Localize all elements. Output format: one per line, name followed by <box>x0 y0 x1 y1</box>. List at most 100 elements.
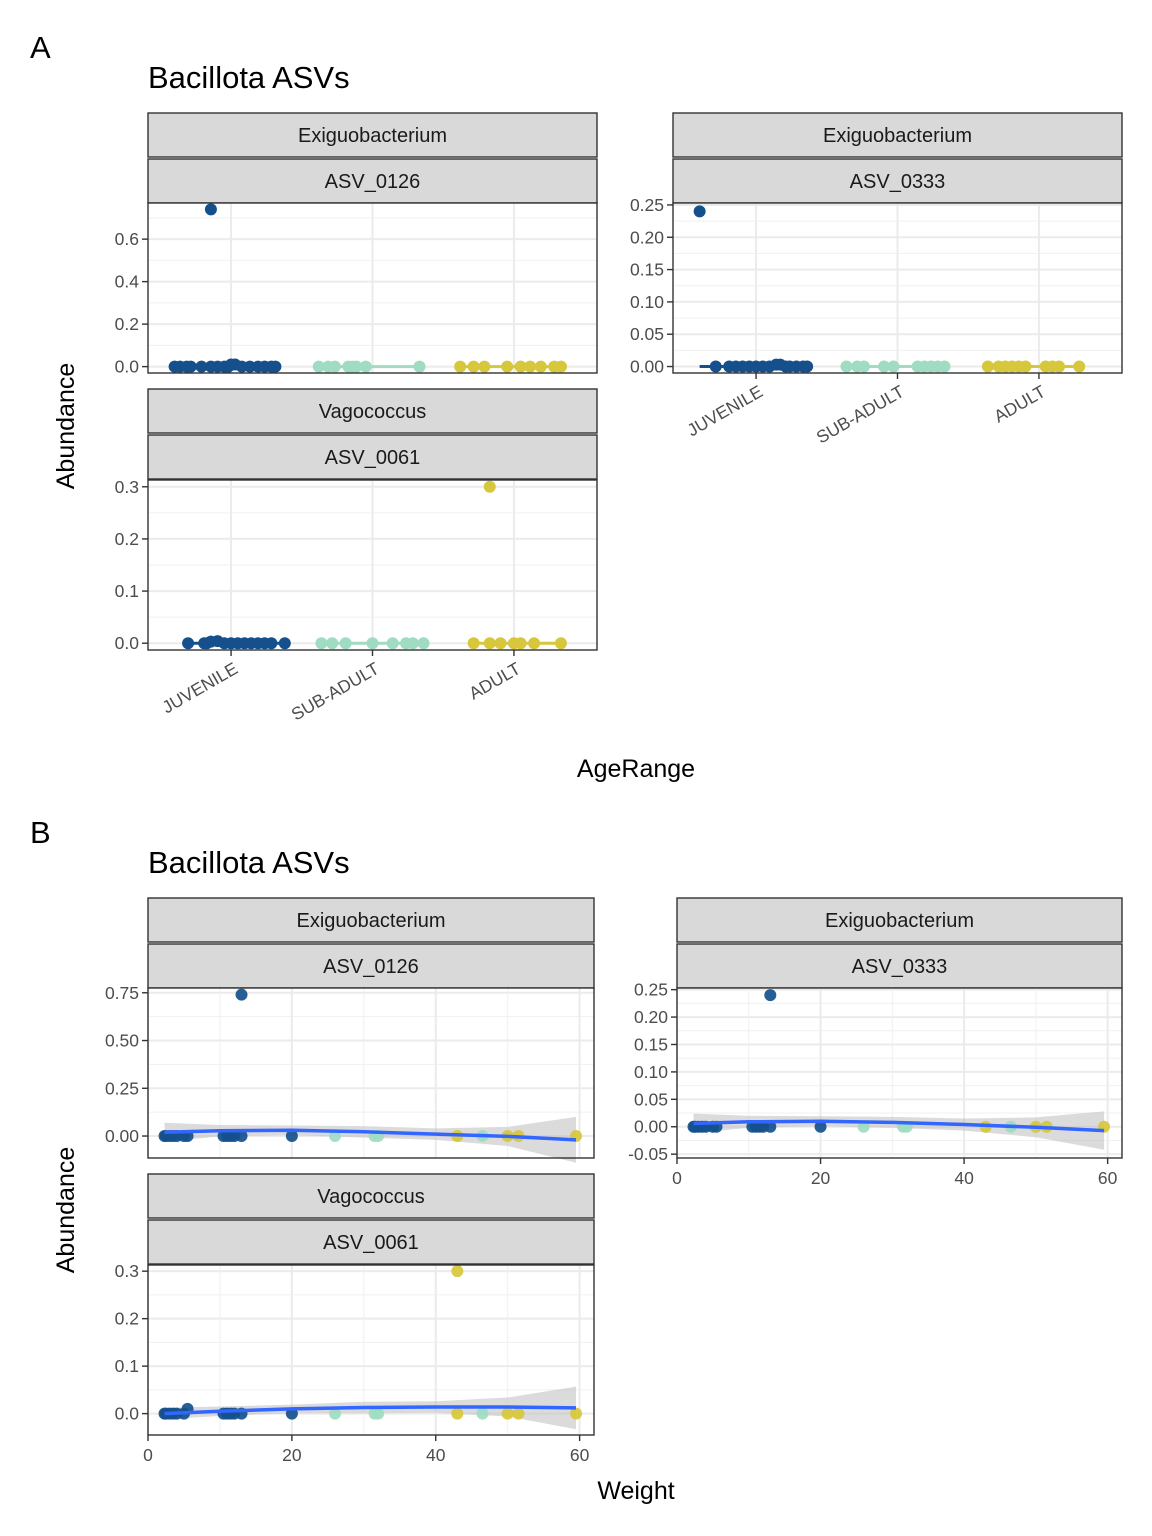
facet-1-2: Vagococcus ASV_0061 0.0 0.1 0.2 0.3 0 20 40 60 <box>115 1173 595 1465</box>
point-juvenile <box>285 1130 298 1143</box>
point-sub-adult <box>339 637 352 650</box>
y-tick-label: 0.15 <box>630 260 664 280</box>
y-tick-label: 0.15 <box>634 1034 668 1054</box>
point-sub-adult <box>840 360 853 373</box>
strip-asv <box>147 943 595 989</box>
y-tick-label: 0.10 <box>634 1062 668 1082</box>
x-tick-label: 40 <box>426 1445 446 1465</box>
x-tick-label: 0 <box>143 1445 153 1465</box>
x-tick-label: SUB-ADULT <box>288 658 383 724</box>
point-sub-adult <box>329 1407 342 1420</box>
point-juvenile <box>265 637 278 650</box>
point-juvenile <box>184 360 197 373</box>
y-tick-label: 0.0 <box>115 1404 140 1424</box>
y-tick-label: 0.25 <box>630 195 664 215</box>
point-juvenile <box>709 360 722 373</box>
point-sub-adult <box>386 637 399 650</box>
point-juvenile <box>204 203 217 216</box>
y-tick-label: 0.2 <box>115 1309 139 1329</box>
point-adult <box>494 637 507 650</box>
point-adult <box>1019 360 1032 373</box>
smooth-line <box>164 1128 577 1142</box>
point-adult <box>451 1265 464 1278</box>
point-adult <box>478 360 491 373</box>
strip-genus <box>147 388 598 434</box>
y-tick-label: 0.0 <box>115 357 140 377</box>
point-adult <box>483 637 496 650</box>
point-adult <box>483 480 496 493</box>
facet-1-0: Exiguobacterium ASV_0126 0.00 0.25 0.50 0.75 <box>105 897 595 1163</box>
point-juvenile <box>235 988 248 1001</box>
strip-asv-label: ASV_0061 <box>323 1232 419 1254</box>
point-adult <box>451 1407 464 1420</box>
point-sub-adult <box>359 360 372 373</box>
point-adult <box>528 637 541 650</box>
strip-asv-label: ASV_0061 <box>325 447 421 469</box>
strip-genus-label: Exiguobacterium <box>825 910 974 932</box>
point-adult <box>467 637 480 650</box>
strip-asv <box>147 1219 595 1265</box>
y-tick-label: 0.4 <box>115 272 140 292</box>
point-sub-adult <box>329 1130 342 1143</box>
point-juvenile <box>269 360 282 373</box>
point-sub-adult <box>857 360 870 373</box>
point-adult <box>570 1407 583 1420</box>
y-tick-label: 0.2 <box>115 529 139 549</box>
strip-asv-label: ASV_0333 <box>852 956 948 978</box>
panel-tag-a: A <box>30 30 51 65</box>
x-tick-label: 40 <box>954 1168 974 1188</box>
confidence-ribbon <box>164 1116 576 1163</box>
point-adult <box>554 637 567 650</box>
point-sub-adult <box>878 360 891 373</box>
strip-genus-label: Vagococcus <box>319 401 426 423</box>
y-tick-label: 0.00 <box>634 1117 668 1137</box>
x-tick-label: ADULT <box>465 658 524 704</box>
x-tick-label: SUB-ADULT <box>813 381 908 447</box>
point-sub-adult <box>315 637 328 650</box>
point-sub-adult <box>366 637 379 650</box>
point-adult <box>514 360 527 373</box>
strip-asv <box>672 158 1123 204</box>
smooth-line <box>693 1119 1105 1133</box>
point-adult <box>514 637 527 650</box>
y-tick-label: 0.00 <box>630 357 664 377</box>
y-axis-title-b: Abundance <box>52 1147 80 1274</box>
y-tick-label: 0.3 <box>115 477 139 497</box>
point-adult <box>512 1407 525 1420</box>
y-tick-label: 0.75 <box>105 983 139 1003</box>
x-tick-label: 20 <box>282 1445 302 1465</box>
facet-0-2: Vagococcus ASV_0061 0.0 0.1 0.2 0.3 JUVENILE SU… <box>115 388 598 724</box>
y-tick-label: 0.2 <box>115 314 139 334</box>
point-juvenile <box>195 360 208 373</box>
y-tick-label: 0.05 <box>634 1089 668 1109</box>
point-sub-adult <box>887 360 900 373</box>
point-adult <box>501 360 514 373</box>
point-sub-adult <box>417 637 430 650</box>
point-juvenile <box>764 1120 777 1133</box>
point-juvenile <box>814 1120 827 1133</box>
point-adult <box>524 360 537 373</box>
point-sub-adult <box>328 360 341 373</box>
x-tick-label: 60 <box>1098 1168 1118 1188</box>
facet-1-1: Exiguobacterium ASV_0333 -0.05 0.00 0.05 0.10… <box>628 897 1123 1188</box>
facet-panels: ExiguobacteriumASV_01260.00.20.40.6Exigu… <box>105 112 1123 1465</box>
x-tick-label: JUVENILE <box>684 381 766 440</box>
strip-genus <box>147 112 598 158</box>
point-adult <box>534 360 547 373</box>
strip-genus-label: Exiguobacterium <box>823 125 972 147</box>
point-sub-adult <box>312 360 325 373</box>
y-tick-label: 0.10 <box>630 292 664 312</box>
panel-border <box>147 1264 595 1436</box>
point-adult <box>467 360 480 373</box>
smooth-line <box>164 1405 577 1416</box>
facet-0-1: Exiguobacterium ASV_0333 0.00 0.05 0.10 0.15 0… <box>630 112 1123 447</box>
x-tick-label: 20 <box>811 1168 831 1188</box>
y-tick-label: 0.20 <box>630 227 664 247</box>
strip-asv <box>147 158 598 204</box>
y-axis-title-a: Abundance <box>52 363 80 490</box>
point-sub-adult <box>476 1407 489 1420</box>
panel-border <box>676 987 1123 1159</box>
x-axis-title-a: AgeRange <box>577 755 695 783</box>
point-sub-adult <box>938 360 951 373</box>
y-tick-label: 0.0 <box>115 633 140 653</box>
